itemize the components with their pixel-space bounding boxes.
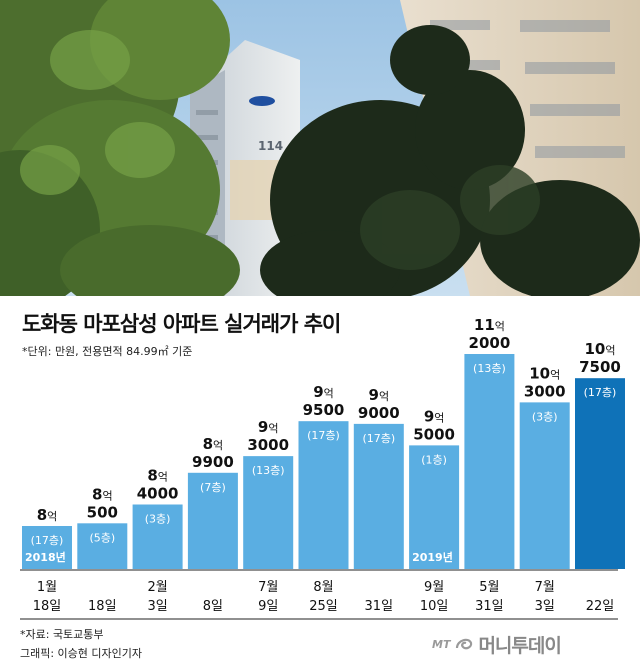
x-day-label: 31일 xyxy=(475,599,504,614)
x-day-label: 9일 xyxy=(258,599,278,614)
price-eok-label: 8억 xyxy=(203,435,224,453)
bar xyxy=(132,504,183,569)
publisher-logo: MT 머니투데이 xyxy=(432,631,562,657)
price-man-label: 5000 xyxy=(413,425,455,443)
price-eok-label: 10억 xyxy=(585,340,616,358)
year-marker: 2018년 xyxy=(25,550,66,564)
floor-label: (17층) xyxy=(362,432,395,445)
bar xyxy=(298,421,349,569)
brand-name: 머니투데이 xyxy=(478,634,561,657)
price-eok-label: 8억 xyxy=(92,485,113,503)
bar xyxy=(464,354,515,569)
bar xyxy=(353,423,404,569)
price-eok-label: 9억 xyxy=(424,407,445,425)
floor-label: (13층) xyxy=(252,464,285,477)
x-month-label: 9월 xyxy=(424,580,444,595)
bar xyxy=(575,378,625,569)
price-eok-label: 8억 xyxy=(37,506,58,524)
price-man-label: 9500 xyxy=(303,401,345,419)
floor-label: (17층) xyxy=(584,386,617,399)
floor-label: (1층) xyxy=(421,453,447,466)
price-eok-label: 9억 xyxy=(369,386,390,404)
bar xyxy=(409,445,460,569)
bar xyxy=(187,472,238,569)
floor-label: (13층) xyxy=(473,362,506,375)
source-note: *자료: 국토교통부 xyxy=(20,628,104,641)
x-day-label: 10일 xyxy=(420,599,449,614)
x-day-label: 18일 xyxy=(88,599,117,614)
year-marker: 2019년 xyxy=(412,550,453,564)
x-day-label: 3일 xyxy=(535,599,555,614)
bar xyxy=(77,523,128,569)
floor-label: (3층) xyxy=(145,513,171,526)
price-man-label: 9000 xyxy=(358,404,400,422)
x-month-label: 7월 xyxy=(258,580,278,595)
apartment-photo: 114 xyxy=(0,0,640,296)
x-day-label: 25일 xyxy=(309,599,338,614)
x-month-label: 5월 xyxy=(479,580,499,595)
price-man-label: 9900 xyxy=(192,453,234,471)
chart-title: 도화동 마포삼성 아파트 실거래가 추이 xyxy=(22,312,341,336)
price-man-label: 4000 xyxy=(137,485,179,503)
price-eok-label: 11억 xyxy=(474,316,505,334)
price-man-label: 7500 xyxy=(579,358,621,376)
graphic-credit: 그래픽: 이승현 디자인기자 xyxy=(20,647,143,660)
price-eok-label: 8억 xyxy=(147,467,168,485)
x-day-label: 18일 xyxy=(33,599,62,614)
floor-label: (17층) xyxy=(31,534,64,547)
x-month-label: 7월 xyxy=(535,580,555,595)
floor-label: (3층) xyxy=(532,410,558,423)
bar xyxy=(243,456,294,569)
price-man-label: 500 xyxy=(87,503,118,521)
price-eok-label: 10억 xyxy=(529,364,560,382)
floor-label: (17층) xyxy=(307,429,340,442)
bar xyxy=(519,402,570,569)
price-eok-label: 9억 xyxy=(313,383,334,401)
x-month-label: 2월 xyxy=(147,580,167,595)
unit-note: *단위: 만원, 전용면적 84.99㎡ 기준 xyxy=(22,345,193,358)
price-man-label: 3000 xyxy=(247,436,289,454)
floor-label: (7층) xyxy=(200,481,226,494)
price-bar-chart: 8억(17층)1월18일5008억(5층)18일40008억(3층)2월3일99… xyxy=(20,316,625,620)
bar xyxy=(22,526,72,569)
building-number: 114 xyxy=(258,139,283,153)
brand-prefix: MT xyxy=(432,637,451,651)
building-logo xyxy=(249,96,275,106)
brand-swirl-icon xyxy=(456,638,473,650)
x-day-label: 3일 xyxy=(147,599,167,614)
x-day-label: 31일 xyxy=(365,599,394,614)
x-month-label: 1월 xyxy=(37,580,57,595)
x-month-label: 8월 xyxy=(313,580,333,595)
price-man-label: 3000 xyxy=(524,382,566,400)
price-man-label: 2000 xyxy=(469,334,511,352)
x-day-label: 22일 xyxy=(586,599,615,614)
x-day-label: 8일 xyxy=(203,599,223,614)
floor-label: (5층) xyxy=(89,531,115,544)
price-eok-label: 9억 xyxy=(258,418,279,436)
